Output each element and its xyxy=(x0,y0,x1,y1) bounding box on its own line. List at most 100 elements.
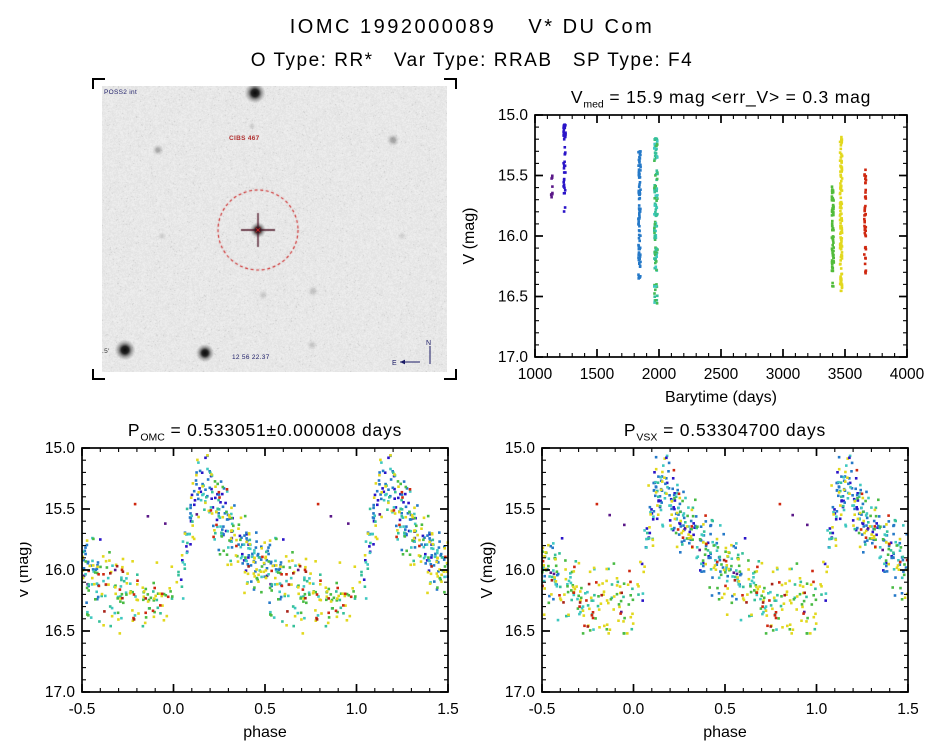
data-point xyxy=(220,535,224,538)
data-point xyxy=(406,512,410,515)
data-point xyxy=(849,485,852,489)
data-point xyxy=(683,539,686,542)
data-point xyxy=(582,614,586,617)
data-point xyxy=(233,533,236,537)
data-point xyxy=(828,537,831,541)
data-point xyxy=(181,561,185,564)
data-point xyxy=(352,590,355,593)
barytime-scatter-svg: 1000 1500 2000 2500 3000 3500 400015.015.516.0… xyxy=(461,107,925,406)
data-point xyxy=(438,576,441,580)
data-point xyxy=(544,567,547,571)
data-point xyxy=(420,527,423,530)
data-point xyxy=(609,598,613,601)
data-point xyxy=(802,591,805,595)
data-point xyxy=(637,223,640,226)
data-point xyxy=(653,257,656,260)
data-point xyxy=(334,609,338,613)
phase_vsx-points xyxy=(541,454,909,635)
data-point xyxy=(186,541,189,545)
data-point xyxy=(825,570,828,574)
data-point xyxy=(837,491,841,494)
data-point xyxy=(845,464,848,467)
data-point xyxy=(573,587,577,591)
data-point xyxy=(308,582,312,585)
data-point xyxy=(863,209,866,213)
data-point xyxy=(884,561,888,565)
data-point xyxy=(305,579,309,583)
data-point xyxy=(679,519,682,523)
data-point xyxy=(222,525,225,528)
data-point xyxy=(222,549,225,553)
data-point xyxy=(805,620,808,623)
data-point xyxy=(764,609,768,612)
data-point xyxy=(368,551,372,555)
data-point xyxy=(724,571,727,574)
data-point xyxy=(871,530,875,534)
data-point xyxy=(709,532,712,536)
data-point xyxy=(673,517,677,521)
data-point xyxy=(404,492,407,496)
data-point xyxy=(674,531,678,535)
data-point xyxy=(344,604,347,607)
data-point xyxy=(422,516,426,520)
data-point xyxy=(780,583,784,587)
data-point xyxy=(665,481,669,485)
data-point xyxy=(839,227,842,230)
data-point xyxy=(550,177,553,180)
data-point xyxy=(834,544,838,547)
data-point xyxy=(830,224,834,228)
data-point xyxy=(226,529,229,533)
data-point xyxy=(840,495,843,499)
data-point xyxy=(653,186,656,190)
data-point xyxy=(814,587,817,591)
data-point xyxy=(702,523,705,526)
data-point xyxy=(329,593,333,596)
data-point xyxy=(136,583,139,586)
data-point xyxy=(738,585,742,588)
data-point xyxy=(648,526,651,529)
data-point xyxy=(319,579,322,582)
data-point xyxy=(542,579,546,583)
data-point xyxy=(408,488,412,491)
data-point xyxy=(762,590,765,593)
data-point xyxy=(225,553,229,556)
data-point xyxy=(803,591,806,595)
data-point xyxy=(92,537,95,541)
data-point xyxy=(715,537,719,541)
data-point xyxy=(677,513,680,516)
y-tick-label: 16.5 xyxy=(498,289,528,306)
data-point xyxy=(838,517,842,521)
data-point xyxy=(279,597,282,601)
data-point xyxy=(136,573,139,576)
data-point xyxy=(899,586,902,590)
data-point xyxy=(667,487,671,490)
data-point xyxy=(403,531,406,535)
data-point xyxy=(276,571,280,574)
data-point xyxy=(852,524,855,527)
x-tick-label: -0.5 xyxy=(529,701,556,718)
data-point xyxy=(304,596,307,600)
data-point xyxy=(325,598,328,602)
data-point xyxy=(227,546,230,549)
data-point xyxy=(655,177,659,181)
data-point xyxy=(185,533,188,536)
data-point xyxy=(619,599,623,603)
data-point xyxy=(315,593,319,596)
data-point xyxy=(798,577,802,580)
data-point xyxy=(769,604,773,607)
data-point xyxy=(873,508,877,512)
data-point xyxy=(401,496,404,499)
data-point xyxy=(856,497,859,500)
data-point xyxy=(652,515,655,518)
data-point xyxy=(682,516,686,520)
data-point xyxy=(689,536,693,540)
data-point xyxy=(656,171,659,174)
data-point xyxy=(89,616,93,619)
data-point xyxy=(735,569,738,572)
data-point xyxy=(656,140,659,143)
data-point xyxy=(220,531,223,535)
data-point xyxy=(899,546,903,549)
data-point xyxy=(859,488,862,492)
data-point xyxy=(394,490,397,494)
data-point xyxy=(638,150,642,154)
